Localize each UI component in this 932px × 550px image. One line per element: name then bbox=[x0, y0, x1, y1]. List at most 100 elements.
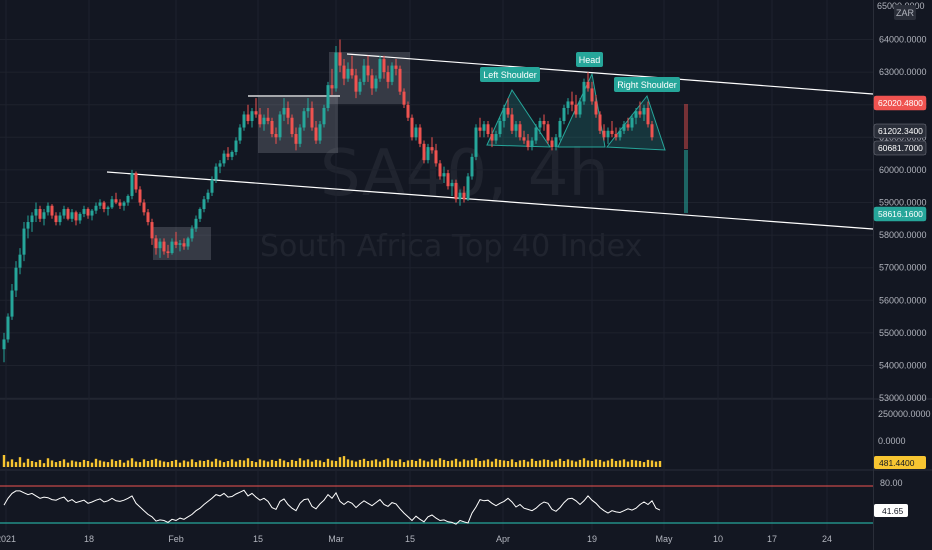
candle-body bbox=[518, 124, 522, 138]
rsi-last-tag bbox=[874, 504, 908, 517]
candle-body bbox=[578, 101, 582, 115]
upper-channel-line[interactable] bbox=[346, 53, 874, 95]
volume-bar bbox=[194, 462, 198, 467]
volume-bar bbox=[454, 458, 458, 467]
volume-bar bbox=[326, 458, 330, 467]
left-shoulder-triangle[interactable] bbox=[486, 88, 551, 148]
volume-bar bbox=[390, 460, 394, 467]
volume-bar bbox=[410, 459, 414, 467]
candle-body bbox=[590, 88, 594, 102]
candle-body bbox=[186, 238, 190, 247]
volume-bar bbox=[110, 459, 114, 467]
candle-body bbox=[142, 202, 146, 213]
volume-bar bbox=[302, 460, 306, 467]
volume-bar bbox=[114, 461, 118, 467]
volume-bar bbox=[94, 458, 98, 467]
volume-bar bbox=[498, 459, 502, 467]
volume-bar bbox=[494, 458, 498, 467]
candle-body bbox=[206, 192, 210, 200]
volume-bar bbox=[250, 461, 254, 467]
candle-body bbox=[58, 215, 62, 223]
candle-body bbox=[534, 127, 538, 141]
volume-bar bbox=[226, 461, 230, 467]
candle-body bbox=[54, 215, 58, 223]
candle-body bbox=[286, 107, 290, 118]
candle-body bbox=[610, 130, 614, 135]
candle-body bbox=[282, 107, 286, 115]
price-axis-tick: 59000.0000 bbox=[879, 198, 927, 208]
consolidation-box-2[interactable] bbox=[258, 97, 338, 153]
candle-body bbox=[530, 140, 534, 148]
candle-body bbox=[234, 140, 238, 152]
candle-body bbox=[634, 111, 638, 118]
candle-body bbox=[322, 107, 326, 125]
candle-body bbox=[622, 124, 626, 131]
time-axis-tick: 10 bbox=[713, 534, 723, 544]
volume-bar bbox=[310, 461, 314, 467]
candle-body bbox=[566, 101, 570, 108]
projection-target-zone[interactable] bbox=[684, 150, 688, 213]
candle-body bbox=[438, 163, 442, 177]
price-axis-tick: 60000.0000 bbox=[879, 165, 927, 175]
volume-bar bbox=[146, 461, 150, 467]
volume-bar bbox=[238, 459, 242, 467]
volume-bar bbox=[398, 459, 402, 467]
volume-bar bbox=[658, 461, 662, 467]
volume-bar bbox=[502, 460, 506, 467]
volume-bar bbox=[126, 460, 130, 467]
candle-body bbox=[110, 199, 114, 208]
volume-bar bbox=[594, 459, 598, 467]
projection-loss-zone[interactable] bbox=[684, 104, 688, 149]
candle-body bbox=[366, 65, 370, 76]
trend-lines[interactable] bbox=[106, 53, 874, 230]
time-axis-tick: 15 bbox=[253, 534, 263, 544]
price-axis-tick: 63000.0000 bbox=[879, 67, 927, 77]
volume-bar bbox=[102, 461, 106, 467]
volume-bar bbox=[70, 460, 74, 467]
volume-bar bbox=[382, 459, 386, 467]
candle-body bbox=[226, 153, 230, 157]
price-tag-value: 60681.7000 bbox=[878, 143, 923, 153]
candle-body bbox=[106, 207, 110, 210]
candle-body bbox=[494, 134, 498, 141]
currency-badge[interactable] bbox=[894, 5, 916, 20]
volume-bar bbox=[578, 459, 582, 467]
volume-bar bbox=[526, 461, 530, 467]
volume-bar bbox=[278, 458, 282, 467]
candle-body bbox=[94, 205, 98, 211]
candle-body bbox=[410, 117, 414, 138]
candle-body bbox=[198, 209, 202, 219]
annotation-right-shoulder[interactable]: Right Shoulder bbox=[614, 77, 680, 92]
time-axis-tick: Apr bbox=[496, 534, 510, 544]
candle-body bbox=[230, 151, 234, 157]
volume-bar bbox=[166, 462, 170, 467]
lower-channel-line[interactable] bbox=[106, 171, 874, 230]
volume-bar bbox=[646, 459, 650, 467]
annotation-head[interactable]: Head bbox=[576, 52, 603, 67]
volume-bar bbox=[214, 458, 218, 467]
volume-bar bbox=[630, 459, 634, 467]
volume-bar bbox=[650, 460, 654, 467]
time-axis-tick: 18 bbox=[84, 534, 94, 544]
volume-bar bbox=[150, 459, 154, 467]
annotation-right-shoulder-label: Right Shoulder bbox=[617, 80, 677, 90]
candle-body bbox=[582, 81, 586, 102]
volume-bar bbox=[18, 457, 22, 467]
candle-body bbox=[402, 91, 406, 105]
candle-body bbox=[90, 210, 94, 216]
candle-body bbox=[150, 222, 154, 239]
candle-body bbox=[526, 140, 530, 148]
volume-bar bbox=[90, 462, 94, 467]
candle-body bbox=[274, 134, 278, 138]
candle-body bbox=[98, 202, 102, 206]
volume-bar bbox=[466, 460, 470, 467]
volume-bar bbox=[546, 459, 550, 467]
consolidation-box-1[interactable] bbox=[153, 227, 211, 260]
time-axis[interactable]: 2021 18 Feb 15 Mar 15 Apr 19 May 10 17 24 bbox=[0, 534, 832, 544]
volume-bar bbox=[134, 461, 138, 467]
candle-body bbox=[554, 137, 558, 148]
annotation-left-shoulder[interactable]: Left Shoulder bbox=[480, 67, 540, 82]
candle-body bbox=[306, 107, 310, 112]
volume-bar bbox=[82, 459, 86, 467]
